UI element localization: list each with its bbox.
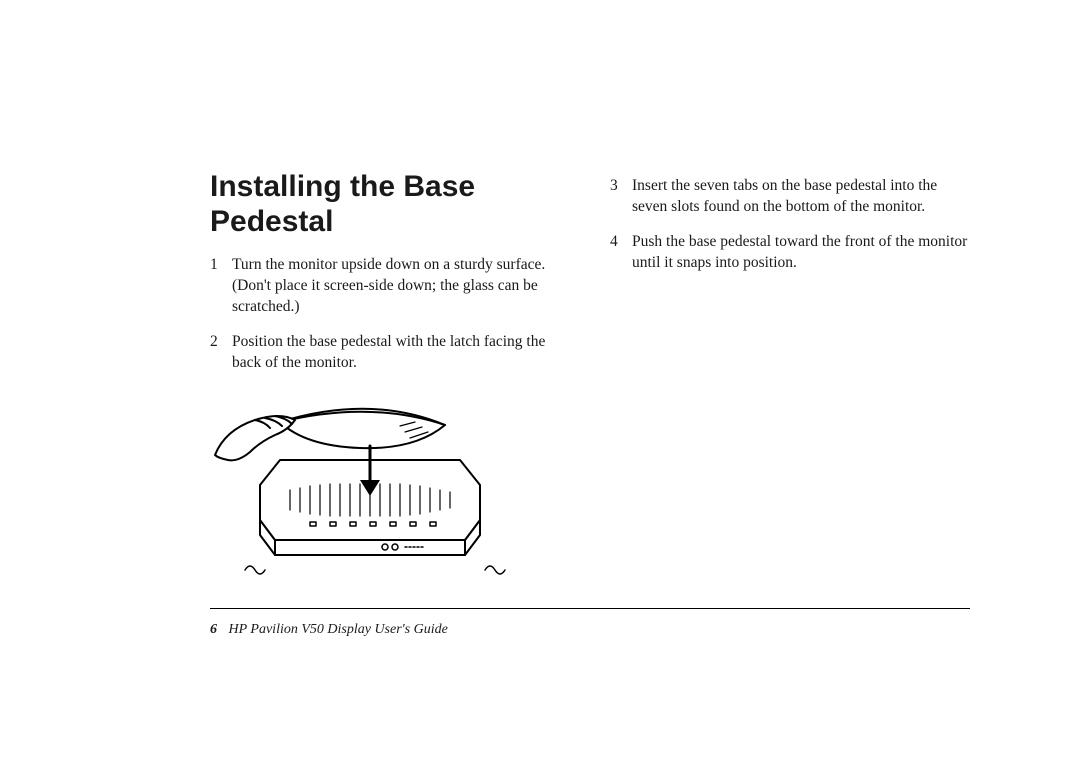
page-number: 6 xyxy=(210,622,217,637)
step-number: 4 xyxy=(610,232,632,253)
step-item: 3 Insert the seven tabs on the base pede… xyxy=(610,176,970,218)
pedestal-illustration xyxy=(210,400,530,595)
step-item: 4 Push the base pedestal toward the fron… xyxy=(610,232,970,274)
step-text: Push the base pedestal toward the front … xyxy=(632,232,970,274)
step-item: 2 Position the base pedestal with the la… xyxy=(210,332,570,374)
step-number: 1 xyxy=(210,255,232,276)
steps-list-right: 3 Insert the seven tabs on the base pede… xyxy=(610,176,970,274)
content-columns: Installing the Base Pedestal 1 Turn the … xyxy=(210,170,970,388)
left-column: Installing the Base Pedestal 1 Turn the … xyxy=(210,170,570,388)
step-text: Turn the monitor upside down on a sturdy… xyxy=(232,255,570,318)
step-text: Insert the seven tabs on the base pedest… xyxy=(632,176,970,218)
step-number: 2 xyxy=(210,332,232,353)
document-page: Installing the Base Pedestal 1 Turn the … xyxy=(0,0,1080,763)
footer-rule xyxy=(210,608,970,609)
right-column: 3 Insert the seven tabs on the base pede… xyxy=(610,170,970,388)
step-number: 3 xyxy=(610,176,632,197)
footer-title: HP Pavilion V50 Display User's Guide xyxy=(229,622,448,637)
steps-list-left: 1 Turn the monitor upside down on a stur… xyxy=(210,255,570,374)
step-text: Position the base pedestal with the latc… xyxy=(232,332,570,374)
step-item: 1 Turn the monitor upside down on a stur… xyxy=(210,255,570,318)
section-heading: Installing the Base Pedestal xyxy=(210,170,570,239)
page-footer: 6 HP Pavilion V50 Display User's Guide xyxy=(210,622,448,638)
